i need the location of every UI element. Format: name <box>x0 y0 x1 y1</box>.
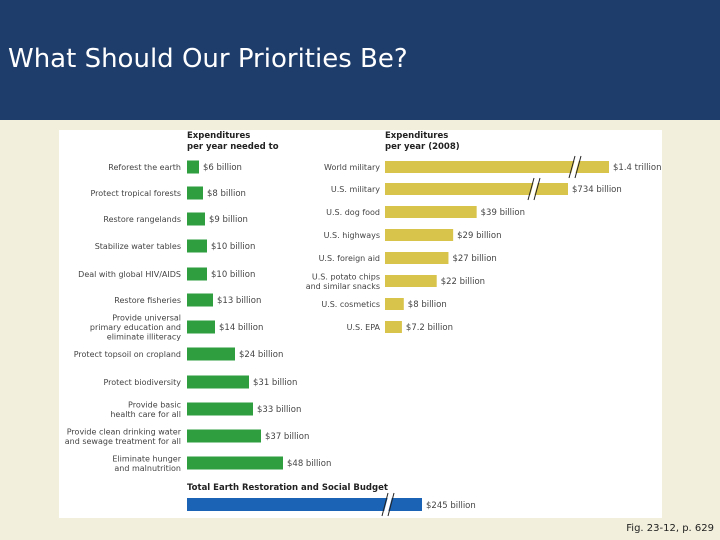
left-bar-value-label: $8 billion <box>207 189 246 199</box>
left-category-label: primary education and <box>90 323 181 332</box>
left-bar-value-label: $10 billion <box>211 270 255 280</box>
right-category-label: U.S. EPA <box>347 323 381 332</box>
total-budget-title: Total Earth Restoration and Social Budge… <box>187 483 388 493</box>
right-bar-value-label: $29 billion <box>457 231 501 241</box>
right-bar-axis-break-gap <box>570 155 580 179</box>
left-bar-value-label: $24 billion <box>239 350 283 360</box>
left-category-label: eliminate illiteracy <box>107 333 181 342</box>
right-chart-title-line: per year (2008) <box>385 142 460 152</box>
right-bar-value-label: $39 billion <box>481 208 525 218</box>
left-category-label: Protect tropical forests <box>90 189 181 198</box>
total-budget-axis-break-gap <box>383 492 393 517</box>
slide-title: What Should Our Priorities Be? <box>8 44 408 74</box>
left-bar <box>187 375 249 389</box>
total-budget-bar <box>187 498 422 511</box>
left-bar-value-label: $14 billion <box>219 323 263 333</box>
chart-panel: Expenditures per year needed to $6 billion… <box>59 130 662 518</box>
left-category-label: Stabilize water tables <box>95 242 181 251</box>
left-bar <box>187 267 207 281</box>
left-bar-value-label: $6 billion <box>203 163 242 173</box>
right-bar <box>385 183 568 195</box>
right-bar <box>385 252 449 264</box>
left-category-label: health care for all <box>110 410 181 419</box>
left-bar <box>187 160 199 174</box>
left-category-label: Deal with global HIV/AIDS <box>78 270 181 279</box>
slide-header: What Should Our Priorities Be? <box>0 0 720 120</box>
left-bar <box>187 402 253 416</box>
left-category-label: Restore fisheries <box>114 296 181 305</box>
left-bar <box>187 429 261 443</box>
right-bar-value-label: $7.2 billion <box>406 323 453 333</box>
left-category-label: Protect topsoil on cropland <box>74 350 181 359</box>
right-bar-axis-break-line-b <box>574 155 582 179</box>
right-bar-axis-break-line-a <box>568 155 576 179</box>
figure-caption: Fig. 23-12, p. 629 <box>626 523 714 534</box>
left-category-label: Provide clean drinking water <box>67 427 182 436</box>
right-category-label: U.S. cosmetics <box>321 300 380 309</box>
left-bar <box>187 320 215 334</box>
total-budget-axis-break-line-b <box>387 492 395 517</box>
total-budget-value-label: $245 billion <box>426 501 476 511</box>
left-bar-value-label: $9 billion <box>209 215 248 225</box>
left-bar-value-label: $10 billion <box>211 242 255 252</box>
right-category-label: U.S. dog food <box>326 208 380 217</box>
right-bar-value-label: $1.4 trillion <box>613 163 662 173</box>
total-budget-axis-break-line-a <box>381 492 389 517</box>
right-bar <box>385 161 609 173</box>
left-chart-title-line: Expenditures <box>187 131 250 141</box>
right-bar-value-label: $8 billion <box>408 300 447 310</box>
right-bar <box>385 275 437 287</box>
left-bar-value-label: $13 billion <box>217 296 261 306</box>
right-bar-value-label: $734 billion <box>572 185 622 195</box>
left-bar <box>187 212 205 226</box>
left-category-label: Provide universal <box>112 314 181 323</box>
left-category-label: Provide basic <box>128 400 181 409</box>
left-bar-value-label: $31 billion <box>253 378 297 388</box>
right-bar-value-label: $27 billion <box>452 254 496 264</box>
left-category-label: Reforest the earth <box>108 163 181 172</box>
right-category-label: U.S. foreign aid <box>319 254 380 263</box>
right-chart-title-line: Expenditures <box>385 131 448 141</box>
left-category-label: and malnutrition <box>114 464 181 473</box>
left-category-label: and sewage treatment for all <box>65 437 181 446</box>
right-bar <box>385 206 477 218</box>
right-bar-axis-break-line-a <box>527 177 535 201</box>
right-bar-axis-break-gap <box>529 177 539 201</box>
right-category-label: and similar snacks <box>306 282 380 291</box>
left-chart-title-line: per year needed to <box>187 142 279 152</box>
left-bar <box>187 347 235 361</box>
left-bar <box>187 239 207 253</box>
left-bar-value-label: $33 billion <box>257 405 301 415</box>
right-bar <box>385 321 402 333</box>
left-bar-value-label: $48 billion <box>287 459 331 469</box>
left-category-label: Restore rangelands <box>103 215 181 224</box>
right-bar-value-label: $22 billion <box>441 277 485 287</box>
left-bar <box>187 186 203 200</box>
right-bar-axis-break-line-b <box>533 177 541 201</box>
right-category-label: U.S. military <box>331 185 380 194</box>
right-category-label: U.S. highways <box>324 231 380 240</box>
left-bar <box>187 456 283 470</box>
right-category-label: U.S. potato chips <box>312 272 380 281</box>
right-bar <box>385 229 454 241</box>
left-bar-value-label: $37 billion <box>265 432 309 442</box>
left-category-label: Protect biodiversity <box>103 378 181 387</box>
left-category-label: Eliminate hunger <box>112 454 181 463</box>
right-category-label: World military <box>324 163 380 172</box>
right-bar <box>385 298 404 310</box>
left-bar <box>187 293 213 307</box>
